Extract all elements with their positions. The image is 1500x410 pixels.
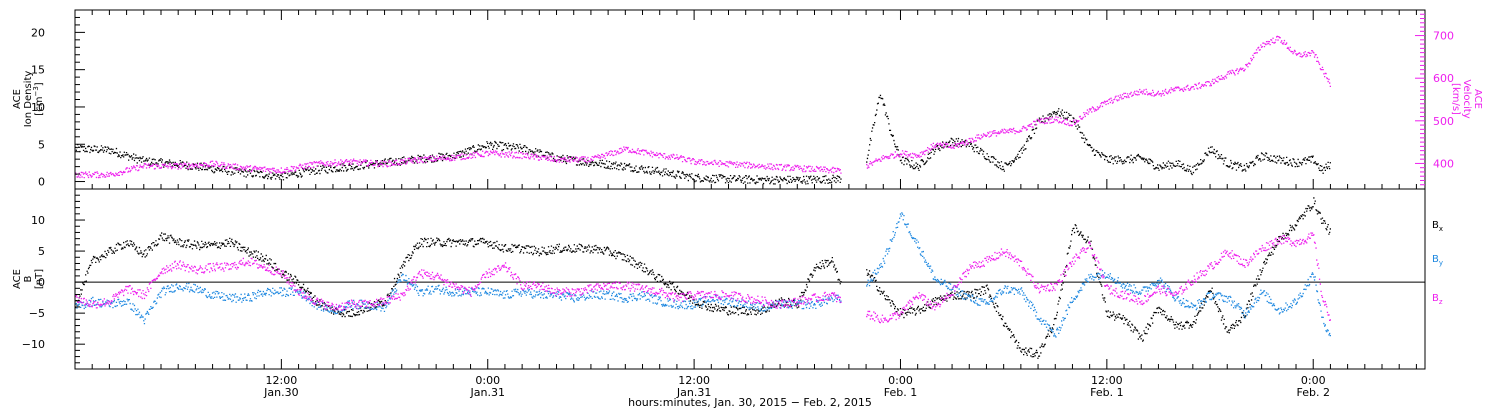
x-tick-date-label: Feb. 1 — [1090, 386, 1123, 399]
top-left-label-line3: [cm−3] — [32, 82, 45, 115]
top-left-label: ACE Ion Density [cm−3] — [12, 71, 45, 128]
top-left-tick-label: 0 — [38, 176, 45, 189]
legend-bx: Bx — [1432, 220, 1443, 233]
panel-frames — [74, 9, 1426, 370]
top-left-tick-label: 10 — [31, 101, 45, 114]
legend-by-base: B — [1432, 254, 1439, 265]
top-left-tick-label: 20 — [31, 26, 45, 39]
bottom-left-tick-label: 0 — [38, 276, 45, 289]
x-tick-time-label: 12:00 — [678, 374, 710, 387]
x-tick-date-label: Jan.31 — [470, 386, 505, 399]
bottom-panel-plot — [75, 197, 1425, 359]
legend: Bx By Bz — [1432, 220, 1443, 306]
velocity-series-points — [75, 35, 1331, 179]
legend-by: By — [1432, 254, 1443, 267]
legend-bx-sub: x — [1439, 225, 1443, 233]
top-left-label-line1: ACE — [12, 89, 23, 109]
legend-bx-base: B — [1432, 220, 1439, 231]
velocity-series — [75, 35, 1331, 179]
x-tick-date-label: Feb. 1 — [884, 386, 917, 399]
bx-series-points — [75, 197, 1331, 359]
top-right-tick-label: 400 — [1433, 157, 1454, 170]
by-series — [75, 212, 1331, 338]
top-right-label: ACE Velocity [km/s] — [1450, 79, 1483, 118]
bottom-left-tick-label: −10 — [22, 338, 45, 351]
top-right-tick-label: 700 — [1433, 30, 1454, 43]
axes: 05101520400500600700−10−5051012:00Jan.30… — [22, 10, 1454, 399]
density-unit-base: [cm — [34, 97, 45, 116]
top-right-label-line3: [km/s] — [1450, 83, 1461, 115]
by-series-points — [75, 212, 1331, 338]
top-left-tick-label: 15 — [31, 64, 45, 77]
top-right-label-line2: Velocity — [1461, 79, 1472, 118]
bottom-left-label-line2: B — [23, 275, 34, 282]
top-left-tick-label: 5 — [38, 138, 45, 151]
bx-series — [75, 197, 1331, 359]
legend-by-sub: y — [1439, 259, 1443, 267]
bottom-left-tick-label: −5 — [29, 307, 45, 320]
legend-bz: Bz — [1432, 293, 1443, 306]
bz-series-points — [75, 232, 1331, 324]
x-tick-date-label: Feb. 2 — [1296, 386, 1329, 399]
bz-series — [75, 232, 1331, 324]
x-axis-title: hours:minutes, Jan. 30, 2015 − Feb. 2, 2… — [628, 396, 872, 409]
legend-bz-sub: z — [1439, 298, 1443, 306]
bottom-panel-frame — [74, 188, 1426, 370]
bottom-left-label-line3: [nT] — [34, 269, 45, 289]
bottom-left-label-line1: ACE — [12, 269, 23, 289]
top-left-label-line2: Ion Density — [23, 71, 34, 128]
top-panel-frame — [74, 9, 1426, 190]
bottom-left-label: ACE B [nT] — [12, 269, 45, 289]
density-unit-close: ] — [34, 82, 45, 86]
x-tick-time-label: 0:00 — [1301, 374, 1326, 387]
bottom-left-tick-label: 5 — [38, 245, 45, 258]
x-tick-time-label: 12:00 — [266, 374, 298, 387]
top-panel-plot — [75, 35, 1331, 185]
x-tick-date-label: Jan.30 — [263, 386, 298, 399]
top-right-tick-label: 600 — [1433, 72, 1454, 85]
legend-bz-base: B — [1432, 293, 1439, 304]
bottom-left-tick-label: 10 — [31, 214, 45, 227]
x-tick-time-label: 12:00 — [1091, 374, 1123, 387]
x-tick-time-label: 0:00 — [475, 374, 500, 387]
top-right-label-line1: ACE — [1472, 89, 1483, 109]
top-right-tick-label: 500 — [1433, 115, 1454, 128]
density-unit-exponent: −3 — [32, 86, 40, 96]
x-tick-time-label: 0:00 — [888, 374, 913, 387]
x-tick-date-label: Jan.31 — [676, 386, 711, 399]
